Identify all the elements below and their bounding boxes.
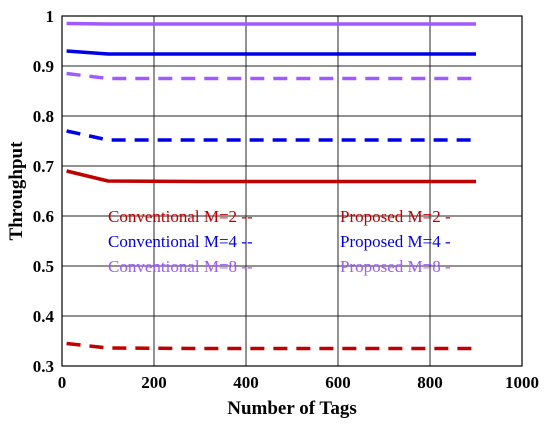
x-axis-label: Number of Tags [227, 398, 357, 419]
legend-entry: Conventional M=4 -- [108, 232, 253, 251]
grid-lines [62, 16, 522, 366]
tick-labels: 0 200 400 600 800 1000 0.3 0.4 0.5 0.6 0.7 0.8 0.9 1 [33, 7, 539, 392]
legend-entry: Conventional M=8 -- [108, 257, 253, 276]
y-tick-label: 0.3 [33, 357, 54, 376]
x-tick-label: 800 [417, 373, 443, 392]
series-line [66, 341, 476, 351]
legend-entry: Proposed M=4 - [340, 232, 451, 251]
y-tick-label: 0.4 [33, 307, 55, 326]
plot-frame [61, 15, 523, 367]
legend: Conventional M=2 -- Conventional M=4 -- Co… [108, 207, 451, 276]
series-lines [66, 21, 476, 351]
y-tick-label: 0.5 [33, 257, 54, 276]
x-tick-label: 600 [325, 373, 351, 392]
y-tick-label: 0.9 [33, 57, 54, 76]
y-tick-label: 0.7 [33, 157, 55, 176]
series-line [66, 21, 476, 26]
series-line [66, 71, 476, 81]
x-tick-label: 200 [141, 373, 167, 392]
legend-entry: Proposed M=8 - [340, 257, 451, 276]
y-axis-label: Throughput [6, 141, 27, 241]
x-tick-label: 1000 [505, 373, 539, 392]
legend-entry: Proposed M=2 - [340, 207, 451, 226]
series-line [66, 169, 476, 184]
y-tick-label: 0.8 [33, 107, 54, 126]
y-tick-label: 0.6 [33, 207, 54, 226]
series-line [66, 129, 476, 142]
x-tick-label: 0 [58, 373, 67, 392]
x-tick-label: 400 [233, 373, 259, 392]
series-line [66, 49, 476, 56]
y-tick-label: 1 [46, 7, 55, 26]
legend-entry: Conventional M=2 -- [108, 207, 253, 226]
